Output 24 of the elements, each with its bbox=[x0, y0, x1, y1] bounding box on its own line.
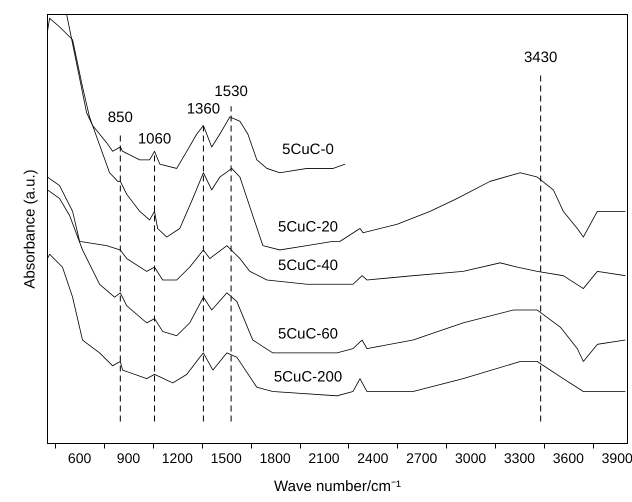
series-label: 5CuC-20 bbox=[278, 218, 338, 236]
ref-line-label: 1360 bbox=[186, 100, 220, 118]
x-tick-label: 900 bbox=[116, 450, 140, 466]
series-label: 5CuC-40 bbox=[278, 256, 338, 274]
x-tick-label: 1500 bbox=[210, 450, 242, 466]
x-tick-label: 2100 bbox=[308, 450, 340, 466]
x-tick-label: 3000 bbox=[455, 450, 486, 466]
x-tick-label: 3900 bbox=[602, 450, 632, 466]
ref-line-label: 850 bbox=[108, 108, 133, 126]
x-tick-label: 3300 bbox=[504, 450, 536, 466]
series-label: 5CuC-0 bbox=[282, 141, 334, 158]
y-axis-title: Absorbance (a.u.) bbox=[22, 169, 38, 289]
x-tick-label: 2400 bbox=[357, 450, 389, 466]
x-tick-label: 1200 bbox=[162, 450, 194, 466]
x-axis-title: Wave number/cm⁻¹ bbox=[274, 478, 401, 495]
x-tick-label: 3600 bbox=[552, 450, 584, 466]
ref-line-label: 3430 bbox=[524, 48, 558, 66]
x-tick-label: 1800 bbox=[260, 450, 291, 466]
x-tick-label: 2700 bbox=[406, 450, 438, 466]
x-tick-label: 600 bbox=[68, 450, 92, 466]
ref-line-label: 1060 bbox=[138, 130, 172, 148]
series-label: 5CuC-200 bbox=[274, 368, 342, 386]
series-label: 5CuC-60 bbox=[278, 326, 338, 343]
ref-line-label: 1530 bbox=[214, 83, 248, 100]
